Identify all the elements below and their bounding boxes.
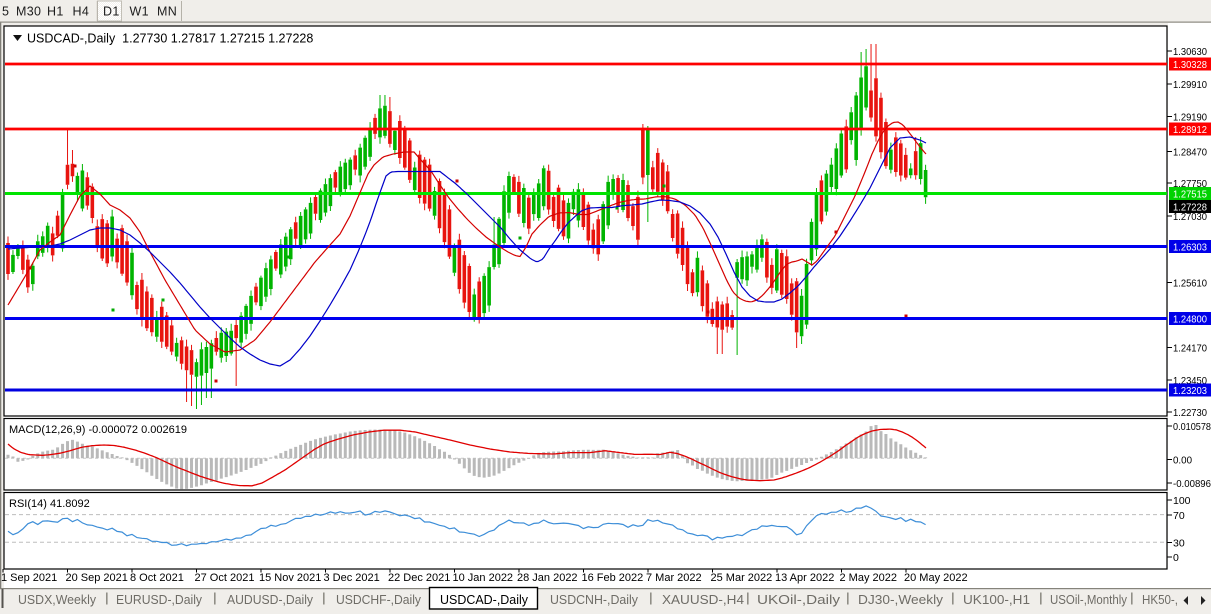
svg-text:1.22730: 1.22730	[1173, 407, 1207, 419]
svg-text:8 Oct 2021: 8 Oct 2021	[130, 572, 184, 584]
svg-text:1.26303: 1.26303	[1173, 242, 1207, 254]
svg-text:22 Dec 2021: 22 Dec 2021	[388, 572, 450, 584]
svg-text:1.29910: 1.29910	[1173, 79, 1207, 91]
svg-text:XAUUSD-,H4: XAUUSD-,H4	[662, 592, 744, 607]
svg-text:USDCNH-,Daily: USDCNH-,Daily	[550, 592, 638, 607]
svg-text:USDCAD-,Daily: USDCAD-,Daily	[440, 592, 529, 607]
svg-text:1.27030: 1.27030	[1173, 211, 1207, 223]
svg-text:USOil-,Monthly: USOil-,Monthly	[1050, 592, 1127, 607]
svg-text:27 Oct 2021: 27 Oct 2021	[195, 572, 255, 584]
svg-text:1.27228: 1.27228	[1173, 202, 1207, 214]
svg-text:D1: D1	[103, 5, 120, 19]
svg-text:1.28470: 1.28470	[1173, 147, 1207, 159]
svg-text:20 May 2022: 20 May 2022	[904, 572, 968, 584]
svg-text:1.24800: 1.24800	[1173, 314, 1207, 326]
svg-text:1.27515: 1.27515	[1173, 189, 1207, 201]
svg-text:USDCAD-,Daily 1.27730 1.27817: USDCAD-,Daily 1.27730 1.27817 1.27215 1.…	[27, 32, 313, 46]
svg-text:H1: H1	[47, 5, 64, 19]
svg-text:1.23203: 1.23203	[1173, 385, 1207, 397]
svg-text:RSI(14) 41.8092: RSI(14) 41.8092	[9, 498, 90, 510]
svg-text:1.25610: 1.25610	[1173, 278, 1207, 290]
svg-text:1 Sep 2021: 1 Sep 2021	[1, 572, 57, 584]
svg-text:1.30630: 1.30630	[1173, 46, 1207, 58]
svg-text:UKOil-,Daily: UKOil-,Daily	[757, 592, 841, 607]
svg-text:HK50-,: HK50-,	[1142, 592, 1178, 607]
svg-text:M30: M30	[16, 5, 41, 19]
svg-text:25 Mar 2022: 25 Mar 2022	[711, 572, 773, 584]
svg-text:MACD(12,26,9) -0.000072 0.0026: MACD(12,26,9) -0.000072 0.002619	[9, 424, 187, 436]
svg-text:3 Dec 2021: 3 Dec 2021	[324, 572, 380, 584]
svg-text:1.28912: 1.28912	[1173, 124, 1207, 136]
svg-text:2 May 2022: 2 May 2022	[840, 572, 897, 584]
svg-text:MN: MN	[157, 5, 177, 19]
svg-text:28 Jan 2022: 28 Jan 2022	[517, 572, 578, 584]
svg-text:10 Jan 2022: 10 Jan 2022	[453, 572, 514, 584]
svg-text:1.24170: 1.24170	[1173, 343, 1207, 355]
svg-text:H4: H4	[73, 5, 90, 19]
svg-text:13 Apr 2022: 13 Apr 2022	[775, 572, 834, 584]
svg-text:15 Nov 2021: 15 Nov 2021	[259, 572, 321, 584]
svg-text:1.29190: 1.29190	[1173, 112, 1207, 124]
svg-text:0.010578: 0.010578	[1173, 421, 1211, 433]
svg-text:-0.00896: -0.00896	[1173, 478, 1211, 490]
svg-text:0.00: 0.00	[1173, 455, 1192, 467]
svg-text:USDX,Weekly: USDX,Weekly	[18, 592, 96, 607]
svg-text:16 Feb 2022: 16 Feb 2022	[582, 572, 644, 584]
svg-text:20 Sep 2021: 20 Sep 2021	[66, 572, 128, 584]
svg-text:EURUSD-,Daily: EURUSD-,Daily	[116, 592, 202, 607]
svg-text:USDCHF-,Daily: USDCHF-,Daily	[336, 592, 421, 607]
svg-text:5: 5	[2, 5, 9, 19]
svg-text:W1: W1	[130, 5, 149, 19]
svg-text:AUDUSD-,Daily: AUDUSD-,Daily	[227, 592, 313, 607]
svg-text:1.30328: 1.30328	[1173, 59, 1207, 71]
svg-text:DJ30-,Weekly: DJ30-,Weekly	[858, 592, 944, 607]
svg-text:100: 100	[1173, 495, 1191, 507]
svg-text:7 Mar 2022: 7 Mar 2022	[646, 572, 702, 584]
svg-text:70: 70	[1173, 510, 1185, 522]
svg-text:UK100-,H1: UK100-,H1	[963, 592, 1030, 607]
svg-text:0: 0	[1173, 552, 1179, 564]
svg-text:30: 30	[1173, 538, 1185, 550]
